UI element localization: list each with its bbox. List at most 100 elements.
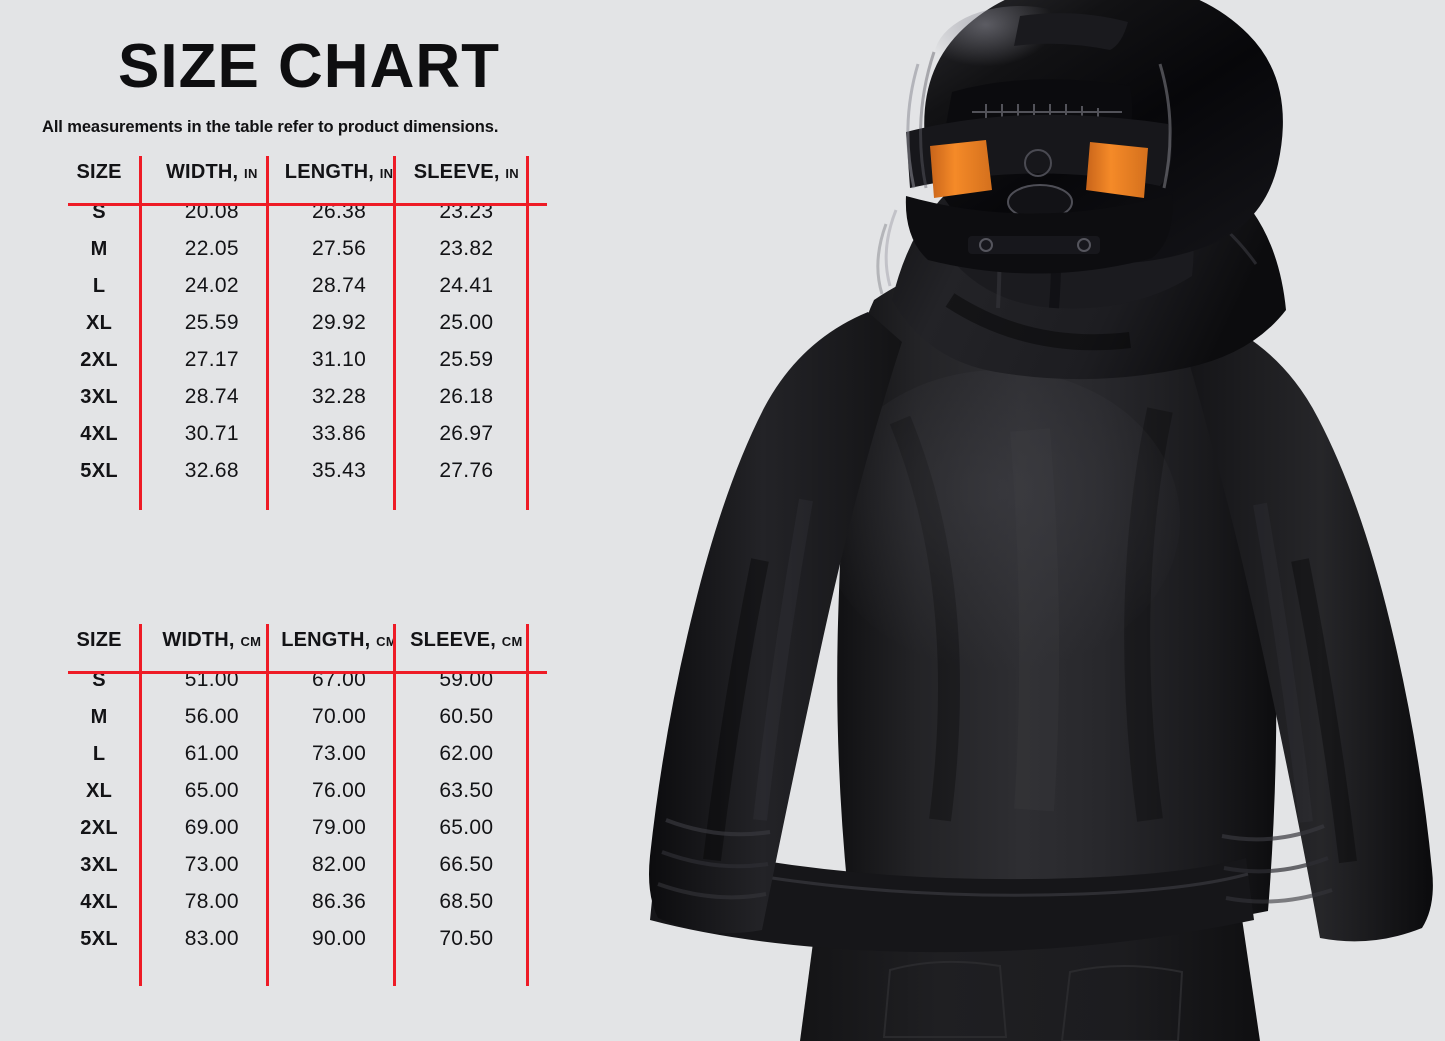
cell-width: 30.71 — [184, 422, 239, 445]
cell-size: 4XL — [80, 890, 118, 913]
cell-size: 3XL — [80, 853, 118, 876]
cell-length: 27.56 — [312, 237, 367, 260]
cell-sleeve: 62.00 — [439, 742, 494, 765]
helmet-rear-hardware — [968, 236, 1100, 254]
unit-label: IN — [379, 166, 394, 181]
cell-width: 78.00 — [184, 890, 239, 913]
cell-length: 33.86 — [312, 422, 367, 445]
header-rule-inches — [68, 203, 547, 206]
cell-size: 5XL — [80, 459, 118, 482]
table-row: S 20.08 26.38 23.23 — [50, 194, 530, 231]
cell-length: 31.10 — [312, 348, 367, 371]
cell-sleeve: 25.00 — [439, 311, 494, 334]
table-row: L 24.02 28.74 24.41 — [50, 268, 530, 305]
hoodie-hem — [650, 840, 1254, 953]
hoodie-sleeve-right — [1184, 318, 1433, 942]
column-header-length: LENGTH, CM — [281, 629, 397, 651]
cell-length: 26.38 — [312, 200, 367, 223]
cell-size: L — [92, 742, 106, 765]
cell-width: 20.08 — [184, 200, 239, 223]
column-divider-2-centimeters — [266, 624, 269, 986]
table-header-row: SIZE WIDTH, CM LENGTH, CM SLEEVE, CM — [50, 623, 530, 662]
cell-width: 73.00 — [184, 853, 239, 876]
column-header-width: WIDTH, CM — [162, 629, 262, 651]
cell-width: 24.02 — [184, 274, 239, 297]
table-row: M 56.00 70.00 60.50 — [50, 699, 530, 736]
cell-size: XL — [86, 311, 113, 334]
cell-width: 25.59 — [184, 311, 239, 334]
cell-length: 90.00 — [312, 927, 367, 950]
cell-sleeve: 63.50 — [439, 779, 494, 802]
helmet-screw-left — [979, 238, 993, 252]
cell-length: 29.92 — [312, 311, 367, 334]
cell-width: 56.00 — [184, 705, 239, 728]
jeans-pocket-right — [1060, 965, 1184, 1041]
cell-sleeve: 27.76 — [439, 459, 494, 482]
column-divider-1-inches — [139, 156, 142, 510]
size-chart-panel: SIZE CHART All measurements in the table… — [0, 0, 600, 1041]
cell-size: M — [90, 237, 108, 260]
cell-length: 79.00 — [312, 816, 367, 839]
cell-length: 28.74 — [312, 274, 367, 297]
cell-length: 35.43 — [312, 459, 367, 482]
table-row: S 51.00 67.00 59.00 — [50, 662, 530, 699]
page-title: SIZE CHART — [118, 32, 500, 101]
table-row: 3XL 28.74 32.28 26.18 — [50, 379, 530, 416]
hoodie-model-illustration — [600, 0, 1445, 1041]
cell-size: L — [92, 274, 106, 297]
motorcycle-helmet — [876, 0, 1283, 295]
table-row: 4XL 30.71 33.86 26.97 — [50, 416, 530, 453]
helmet-reflector-right — [1086, 142, 1148, 198]
cell-width: 61.00 — [184, 742, 239, 765]
cell-sleeve: 66.50 — [439, 853, 494, 876]
cell-length: 70.00 — [312, 705, 367, 728]
column-divider-4-inches — [526, 156, 529, 510]
cell-sleeve: 25.59 — [439, 348, 494, 371]
cell-sleeve: 26.18 — [439, 385, 494, 408]
column-divider-1-centimeters — [139, 624, 142, 986]
column-header-length: LENGTH, IN — [284, 161, 394, 183]
size-table-centimeters: SIZE WIDTH, CM LENGTH, CM SLEEVE, CM S 51… — [50, 623, 547, 986]
table-row: 5XL 32.68 35.43 27.76 — [50, 453, 530, 490]
cell-length: 76.00 — [312, 779, 367, 802]
table-row: XL 65.00 76.00 63.50 — [50, 773, 530, 810]
unit-label: IN — [244, 166, 258, 181]
cell-sleeve: 68.50 — [439, 890, 494, 913]
column-header-width: WIDTH, IN — [165, 161, 258, 183]
cell-sleeve: 26.97 — [439, 422, 494, 445]
column-divider-2-inches — [266, 156, 269, 510]
unit-label: CM — [501, 634, 523, 649]
jeans-pocket-left — [882, 960, 1008, 1038]
cell-width: 28.74 — [184, 385, 239, 408]
helmet-top-vent — [1014, 13, 1128, 51]
cell-sleeve: 59.00 — [439, 668, 494, 691]
column-header-size: SIZE — [76, 629, 122, 651]
helmet-reflector-left — [930, 140, 992, 198]
cell-length: 67.00 — [312, 668, 367, 691]
helmet-brand-badge — [1024, 149, 1052, 177]
cell-size: 3XL — [80, 385, 118, 408]
unit-label: IN — [505, 166, 519, 181]
column-header-sleeve: SLEEVE, CM — [410, 629, 523, 651]
cell-size: 5XL — [80, 927, 118, 950]
helmet-stripe-left — [906, 63, 920, 189]
hoodie-body — [650, 242, 1277, 953]
measurements-table-centimeters: SIZE WIDTH, CM LENGTH, CM SLEEVE, CM S 51… — [50, 623, 530, 958]
table-header-row: SIZE WIDTH, IN LENGTH, IN SLEEVE, IN — [50, 155, 530, 194]
cell-sleeve: 23.82 — [439, 237, 494, 260]
column-divider-3-centimeters — [393, 624, 396, 986]
column-header-size: SIZE — [76, 161, 122, 183]
table-row: 4XL 78.00 86.36 68.50 — [50, 884, 530, 921]
table-row: L 61.00 73.00 62.00 — [50, 736, 530, 773]
measurements-table-inches: SIZE WIDTH, IN LENGTH, IN SLEEVE, IN S 20… — [50, 155, 530, 490]
table-row: 5XL 83.00 90.00 70.50 — [50, 921, 530, 958]
cell-size: XL — [86, 779, 113, 802]
page-subtitle: All measurements in the table refer to p… — [42, 118, 499, 136]
unit-label: CM — [240, 634, 262, 649]
cell-size: S — [92, 668, 106, 691]
cell-length: 73.00 — [312, 742, 367, 765]
cell-sleeve: 65.00 — [439, 816, 494, 839]
cell-width: 22.05 — [184, 237, 239, 260]
hoodie-sleeve-left — [649, 312, 902, 934]
cell-size: M — [90, 705, 108, 728]
